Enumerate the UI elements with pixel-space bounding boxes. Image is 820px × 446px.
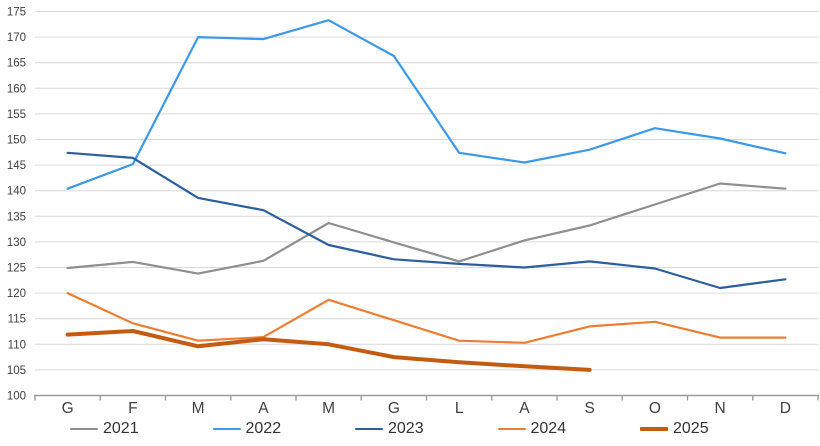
series-line-2023 [66, 151, 787, 290]
y-axis-tick-label: 105 [7, 365, 26, 377]
y-axis-tick-label: 155 [7, 109, 26, 121]
legend-item-2021: 2021 [70, 417, 139, 441]
legend-line-marker [70, 427, 98, 431]
series-line-2024 [66, 292, 787, 344]
legend-label: 2025 [673, 420, 709, 437]
y-axis-tick-label: 170 [7, 32, 26, 44]
y-axis-tick-label: 100 [7, 391, 26, 403]
x-axis-month-label: N [715, 400, 726, 417]
x-axis-month-label: G [388, 400, 400, 417]
legend-line-marker [212, 427, 241, 431]
legend-label: 2023 [388, 420, 424, 437]
y-axis-tick-label: 120 [7, 288, 26, 300]
legend-label: 2022 [245, 420, 282, 437]
y-axis-tick-label: 150 [7, 135, 26, 147]
legend-line-marker [355, 427, 383, 431]
y-axis-tick-label: 110 [8, 339, 26, 351]
y-axis-tick-label: 175 [7, 7, 26, 19]
legend-line-marker [640, 426, 668, 432]
series-line-2025 [65, 329, 592, 372]
series-line-2022 [66, 19, 787, 190]
legend-line-marker [497, 427, 526, 431]
legend-item-2025: 2025 [640, 417, 709, 441]
chart-legend: 2021 2022 2023 2024 2025 [0, 417, 820, 443]
legend-item-2023: 2023 [355, 417, 424, 441]
x-axis-month-label: A [258, 400, 269, 417]
x-axis-month-label: M [322, 400, 335, 417]
y-axis-tick-label: 135 [7, 211, 26, 223]
y-axis-tick-label: 125 [7, 263, 26, 275]
legend-item-2022: 2022 [212, 417, 282, 441]
y-axis-tick-label: 130 [7, 237, 26, 249]
legend-label: 2024 [530, 420, 567, 437]
x-axis-month-label: G [62, 400, 74, 417]
series-line-2021 [66, 182, 787, 275]
legend-label: 2021 [103, 420, 139, 437]
x-axis-month-label: D [780, 400, 791, 417]
x-axis-month-label: A [519, 400, 530, 417]
x-axis-month-label: M [192, 400, 205, 417]
y-axis-tick-label: 140 [7, 186, 26, 198]
y-axis-tick-label: 165 [7, 58, 26, 70]
legend-item-2024: 2024 [497, 417, 567, 441]
x-axis-month-label: L [455, 400, 464, 417]
x-axis-month-label: S [584, 400, 594, 417]
x-axis-month-label: F [128, 400, 137, 417]
y-axis-tick-label: 115 [8, 314, 26, 326]
y-axis-tick-label: 145 [7, 160, 26, 172]
y-axis-tick-label: 160 [7, 83, 26, 95]
x-axis-month-label: O [649, 400, 661, 417]
